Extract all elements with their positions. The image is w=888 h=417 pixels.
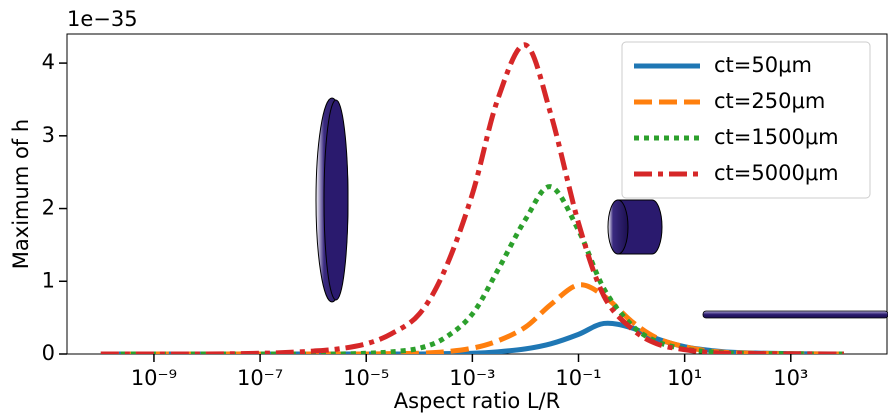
- x-tick-label: 10¹: [667, 366, 702, 390]
- cylinder-body: [617, 199, 663, 255]
- x-tick-label: 10⁻⁵: [343, 366, 389, 390]
- x-axis-label: Aspect ratio L/R: [394, 389, 560, 413]
- illustrations: [315, 97, 888, 319]
- y-tick-label: 1: [42, 268, 55, 292]
- series-line: [100, 184, 844, 354]
- x-tick-label: 10⁻⁷: [237, 366, 283, 390]
- series-line: [100, 42, 844, 354]
- rod-shape: [702, 310, 888, 319]
- series-line: [100, 320, 844, 354]
- legend-label: ct=1500μm: [714, 125, 839, 149]
- y-tick-label: 4: [42, 50, 55, 74]
- disk-face: [323, 99, 349, 301]
- y-axis-label: Maximum of h: [9, 119, 33, 269]
- cylinder-face: [607, 199, 629, 255]
- y-offset-label: 1e−35: [67, 7, 138, 31]
- legend-label: ct=5000μm: [714, 161, 839, 185]
- y-tick-label: 3: [42, 123, 55, 147]
- x-tick-label: 10⁻⁹: [131, 366, 177, 390]
- x-tick-label: 10⁻³: [449, 366, 495, 390]
- x-tick-label: 10⁻¹: [555, 366, 601, 390]
- series-line: [100, 282, 844, 354]
- y-tick-label: 0: [42, 341, 55, 365]
- legend-box: [621, 41, 871, 199]
- plot-lines: [100, 42, 844, 354]
- x-tick-label: 10³: [773, 366, 808, 390]
- y-tick-label: 2: [42, 196, 55, 220]
- legend-label: ct=250μm: [714, 89, 825, 113]
- legend-label: ct=50μm: [714, 53, 812, 77]
